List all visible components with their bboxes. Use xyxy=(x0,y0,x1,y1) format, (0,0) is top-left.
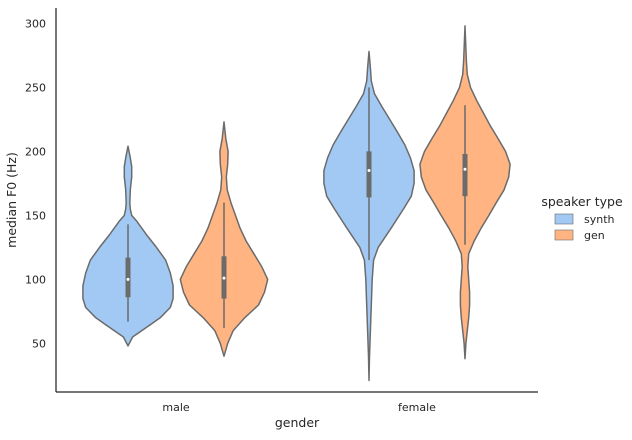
legend-swatch-gen xyxy=(554,229,574,241)
violin-male-synth xyxy=(82,145,174,347)
legend-label-synth: synth xyxy=(584,213,615,226)
x-tick-label-male: male xyxy=(162,401,190,414)
violins-layer xyxy=(82,25,511,382)
violin-female-synth xyxy=(323,50,415,382)
violin-male-gen xyxy=(179,121,269,357)
y-tick-label: 250 xyxy=(25,81,46,94)
median-dot-female-gen xyxy=(463,167,467,171)
violin-female-gen xyxy=(419,25,511,360)
iqr-box-female-gen xyxy=(462,153,468,197)
median-dot-male-gen xyxy=(222,276,226,280)
x-tick-label-female: female xyxy=(398,401,436,414)
axes-layer: 50 100 150 200 250 300 male female gender median … xyxy=(4,8,538,430)
y-axis-label: median F0 (Hz) xyxy=(4,152,19,248)
y-tick-label: 50 xyxy=(32,337,46,350)
legend-label-gen: gen xyxy=(584,229,605,242)
y-tick-label: 200 xyxy=(25,145,46,158)
median-dot-female-synth xyxy=(367,169,371,173)
y-tick-label: 150 xyxy=(25,209,46,222)
y-tick-label: 300 xyxy=(25,17,46,30)
x-axis-label: gender xyxy=(275,415,320,430)
y-tick-label: 100 xyxy=(25,273,46,286)
median-dot-male-synth xyxy=(126,277,130,281)
legend-title: speaker type xyxy=(541,194,623,209)
legend: speaker type synth gen xyxy=(541,194,623,242)
legend-swatch-synth xyxy=(554,213,574,225)
iqr-box-female-synth xyxy=(366,151,372,198)
iqr-box-male-synth xyxy=(125,257,131,298)
